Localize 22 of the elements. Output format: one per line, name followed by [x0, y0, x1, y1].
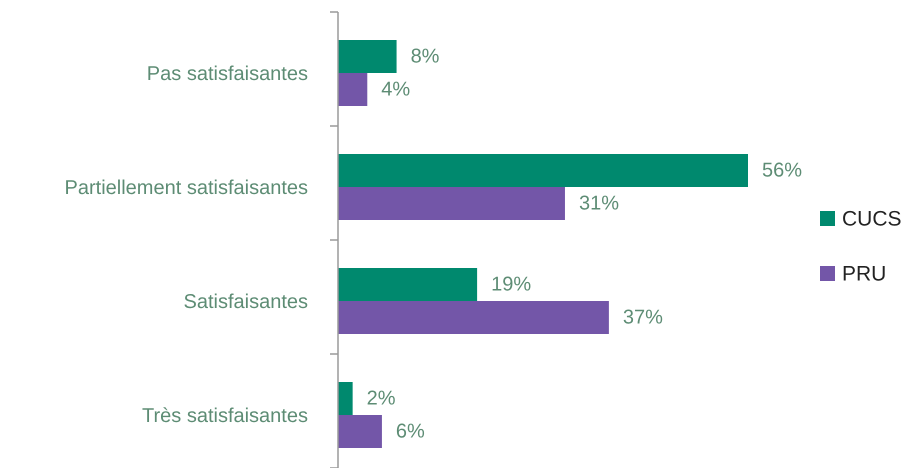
- data-label: 37%: [622, 306, 664, 328]
- bar: [338, 415, 382, 448]
- y-tick-label: Très satisfaisantes: [142, 405, 308, 427]
- bar: [338, 187, 565, 220]
- bar: [338, 268, 478, 301]
- y-tick-label: Pas satisfaisantes: [146, 63, 308, 85]
- data-label: 31%: [578, 192, 620, 214]
- y-tick-label: Partiellement satisfaisantes: [64, 177, 308, 199]
- bar: [338, 40, 397, 73]
- bar: [338, 301, 609, 334]
- legend-label: PRU: [842, 262, 886, 286]
- bar: [338, 73, 368, 106]
- data-label: 6%: [396, 420, 426, 442]
- data-label: 56%: [762, 160, 802, 182]
- bar: [338, 382, 353, 415]
- data-label: 2%: [366, 388, 396, 410]
- y-tick-label: Satisfaisantes: [183, 291, 308, 313]
- data-label: 8%: [410, 46, 440, 68]
- bar: [338, 154, 748, 187]
- data-label: 19%: [491, 274, 532, 296]
- data-label: 4%: [381, 78, 410, 100]
- legend-label: CUCS: [842, 208, 902, 230]
